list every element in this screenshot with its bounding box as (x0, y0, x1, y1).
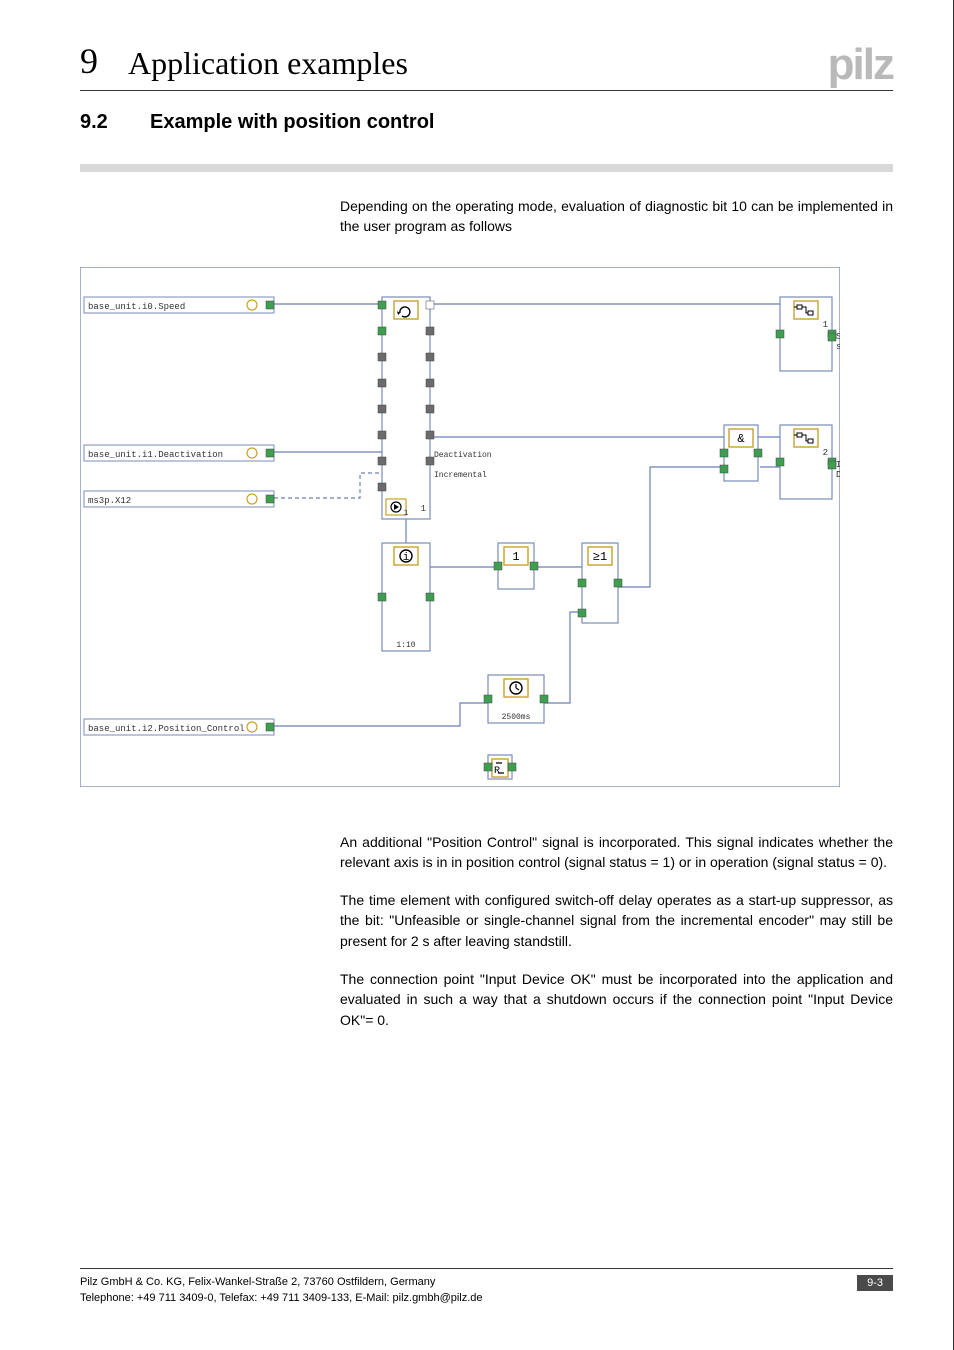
body-paragraph: The time element with configured switch-… (340, 890, 893, 951)
svg-text:&: & (737, 432, 744, 446)
svg-text:1: 1 (823, 320, 828, 330)
section-title: Example with position control (150, 111, 434, 134)
body-paragraph: An additional "Position Control" signal … (340, 832, 893, 873)
svg-text:1: 1 (404, 509, 409, 518)
svg-text:Device ok: Device ok (836, 470, 840, 480)
svg-text:base_unit.i0.Speed: base_unit.i0.Speed (88, 302, 185, 312)
footer-address: Pilz GmbH & Co. KG, Felix-Wankel-Straße … (80, 1275, 483, 1306)
svg-text:Stand: Stand (836, 332, 840, 342)
chapter-number: 9 (80, 40, 98, 82)
svg-text:2: 2 (823, 448, 828, 458)
function-block-diagram: base_unit.i0.Speed base_unit.i1.Deactivat… (80, 267, 893, 792)
section-number: 9.2 (80, 111, 150, 134)
svg-text:base_unit.i1.Deactivation: base_unit.i1.Deactivation (88, 450, 223, 460)
svg-text:1: 1 (512, 550, 519, 564)
section-heading: 9.2 Example with position control (80, 111, 893, 134)
svg-text:ms3p.X12: ms3p.X12 (88, 496, 131, 506)
svg-text:R: R (494, 766, 500, 777)
diagram-svg: base_unit.i0.Speed base_unit.i1.Deactivat… (80, 267, 840, 787)
svg-text:i: i (403, 552, 410, 564)
page-header: 9 Application examples pilz (80, 40, 893, 91)
svg-text:1:10: 1:10 (396, 641, 415, 650)
divider-bar (80, 164, 893, 172)
svg-text:1: 1 (421, 504, 426, 514)
svg-text:base_unit.i2.Position_Control: base_unit.i2.Position_Control (88, 724, 245, 734)
svg-text:≥1: ≥1 (593, 550, 607, 564)
svg-text:Incremental: Incremental (434, 471, 487, 480)
page-footer: Pilz GmbH & Co. KG, Felix-Wankel-Straße … (80, 1268, 893, 1306)
footer-line: Telephone: +49 711 3409-0, Telefax: +49 … (80, 1291, 483, 1306)
brand-logo: pilz (828, 47, 893, 82)
intro-paragraph: Depending on the operating mode, evaluat… (340, 196, 893, 237)
chapter-title: Application examples (128, 45, 828, 82)
svg-text:Deactivation: Deactivation (434, 451, 492, 460)
page-number: 9-3 (857, 1275, 893, 1291)
svg-text:Input: Input (836, 460, 840, 470)
footer-line: Pilz GmbH & Co. KG, Felix-Wankel-Straße … (80, 1275, 483, 1290)
svg-text:still: still (836, 342, 840, 352)
svg-text:2500ms: 2500ms (502, 713, 531, 722)
body-paragraph: The connection point "Input Device OK" m… (340, 969, 893, 1030)
